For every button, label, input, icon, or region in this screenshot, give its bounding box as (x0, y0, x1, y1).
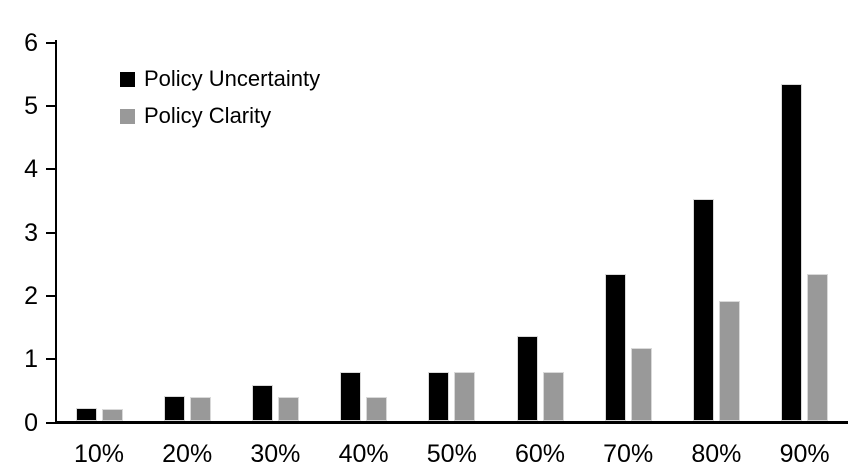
legend-label: Policy Uncertainty (144, 66, 321, 91)
bar-policy-uncertainty-50% (428, 371, 450, 421)
bar-policy-uncertainty-90% (781, 83, 803, 421)
bar-policy-uncertainty-40% (340, 372, 362, 421)
y-axis-tick (46, 294, 55, 297)
x-axis-category-label: 40% (338, 440, 389, 468)
x-axis-category-label: 70% (603, 440, 654, 468)
bar-policy-clarity-60% (542, 371, 564, 421)
x-axis-category-label: 60% (514, 440, 566, 468)
bar-policy-uncertainty-80% (693, 198, 714, 421)
y-axis-tick (46, 231, 55, 234)
y-axis-tick-label: 3 (24, 218, 38, 247)
bar-policy-clarity-20% (189, 396, 211, 421)
bar-policy-uncertainty-10% (75, 408, 97, 421)
bar-policy-clarity-80% (719, 300, 740, 421)
bar-policy-clarity-90% (807, 274, 829, 421)
legend-item-policy-clarity: Policy Clarity (120, 101, 320, 131)
y-axis-tick (46, 41, 55, 44)
y-axis-tick-label: 4 (24, 155, 38, 184)
x-axis-category-label: 10% (73, 440, 125, 468)
bar-policy-clarity-30% (278, 396, 299, 421)
x-axis-category-label: 90% (779, 440, 830, 468)
legend-item-policy-uncertainty: Policy Uncertainty (120, 64, 320, 94)
bar-policy-uncertainty-20% (163, 395, 185, 421)
y-axis-tick-label: 6 (24, 28, 38, 57)
y-axis-tick-label: 2 (24, 281, 38, 310)
x-axis-category-label: 50% (426, 440, 477, 468)
x-axis-category-label: 80% (691, 440, 742, 468)
legend-label: Policy Clarity (144, 103, 272, 128)
legend-swatch-gray (120, 108, 135, 124)
legend-swatch-black (120, 71, 135, 87)
bar-policy-uncertainty-70% (604, 274, 626, 421)
y-axis-line (55, 40, 57, 424)
y-axis-tick (46, 168, 55, 171)
bar-policy-clarity-40% (366, 396, 388, 421)
y-axis-tick-label: 0 (24, 408, 38, 437)
bar-policy-clarity-50% (454, 372, 476, 421)
legend: Policy Uncertainty Policy Clarity (120, 64, 320, 138)
y-axis-tick-label: 1 (24, 345, 38, 374)
x-axis-category-label: 20% (162, 440, 213, 468)
x-axis-line (55, 421, 848, 424)
bar-policy-clarity-70% (630, 348, 652, 421)
y-axis-tick (46, 358, 55, 361)
y-axis-tick (46, 105, 55, 107)
bar-policy-uncertainty-60% (516, 336, 538, 421)
y-axis-tick-label: 5 (24, 92, 38, 120)
bar-policy-clarity-10% (101, 408, 123, 421)
bar-policy-uncertainty-30% (252, 384, 273, 421)
y-axis-tick (46, 421, 55, 424)
x-axis-category-label: 30% (250, 440, 301, 468)
